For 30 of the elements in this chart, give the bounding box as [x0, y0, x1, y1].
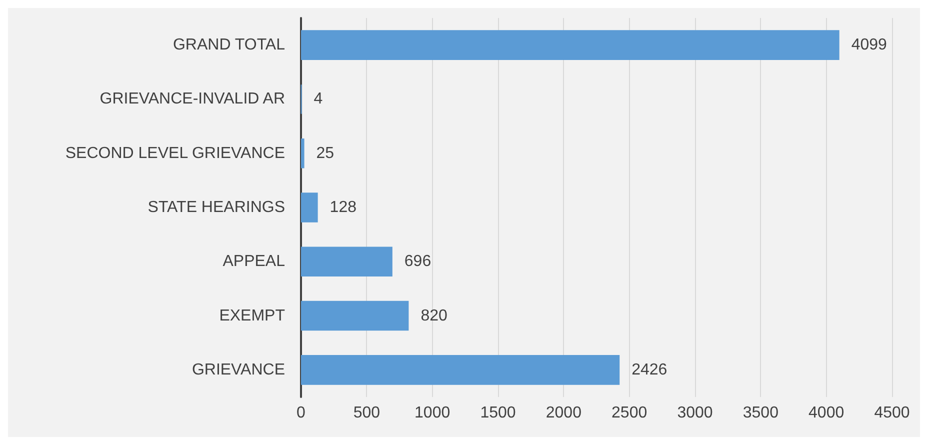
bar — [301, 30, 840, 60]
data-label: 128 — [330, 199, 357, 216]
x-tick-label: 500 — [353, 404, 380, 422]
x-tick-label: 4500 — [874, 404, 910, 422]
bar — [301, 246, 392, 277]
bar — [301, 300, 409, 331]
data-label: 696 — [404, 253, 432, 270]
y-tick-label: EXEMPT — [219, 307, 286, 324]
y-tick-label: STATE HEARINGS — [148, 199, 285, 216]
x-tick-label: 4000 — [808, 404, 844, 422]
bar — [301, 192, 318, 222]
x-tick-label: 2000 — [546, 404, 582, 422]
y-tick-label: GRAND TOTAL — [172, 36, 286, 54]
x-tick-label: 2500 — [612, 404, 648, 422]
data-label: 25 — [316, 144, 334, 162]
data-label: 2426 — [632, 361, 668, 378]
x-tick-label: 3500 — [742, 404, 779, 422]
y-tick-label: SECOND LEVEL GRIEVANCE — [65, 144, 285, 162]
x-tick-label: 0 — [296, 404, 306, 422]
x-tick-label: 1500 — [480, 404, 516, 422]
x-tick-label: 1000 — [414, 404, 450, 422]
bar — [301, 355, 620, 385]
y-tick-label: APPEAL — [222, 253, 286, 270]
y-tick-label: GRIEVANCE — [192, 361, 285, 378]
x-tick-label: 3000 — [677, 404, 713, 422]
data-label: 4 — [314, 90, 323, 108]
bar — [301, 138, 304, 168]
y-tick-label: GRIEVANCE-INVALID AR — [100, 90, 285, 108]
data-label: 4099 — [851, 36, 888, 54]
data-label: 820 — [420, 307, 448, 324]
